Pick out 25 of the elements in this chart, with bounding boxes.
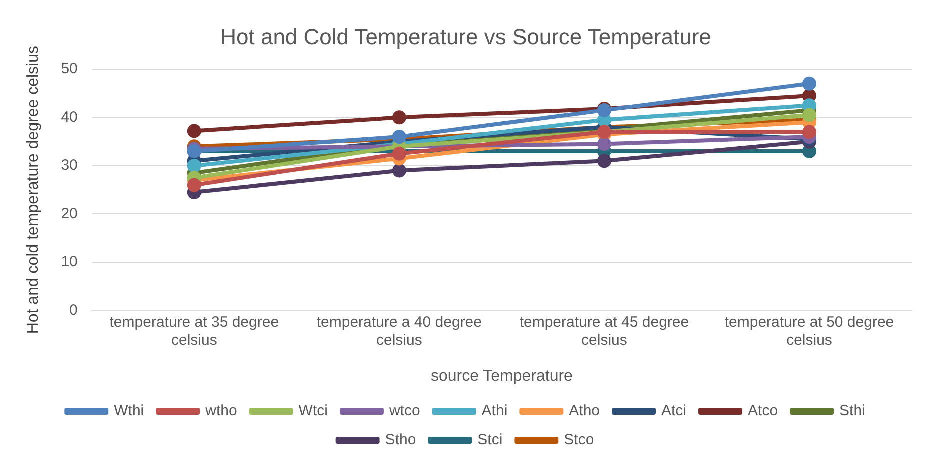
x-tick-label: temperature at 45 degree celsius: [520, 314, 690, 349]
y-tick-label: 0: [70, 302, 78, 319]
legend-label: Atco: [748, 402, 778, 420]
legend-label: Wtci: [298, 402, 328, 420]
legend-label: Stho: [385, 432, 416, 449]
y-tick-label: 30: [61, 157, 78, 174]
legend-label: wtho: [204, 402, 238, 420]
chart-title: Hot and Cold Temperature vs Source Temperature: [220, 24, 712, 50]
x-tick-label: temperature a 40 degree celsius: [316, 314, 482, 349]
legend-label: Atho: [569, 402, 600, 420]
legend-label: Wthi: [114, 402, 144, 420]
legend-label: Sthi: [840, 402, 866, 420]
y-tick-label: 20: [61, 205, 78, 222]
legend-label: Stci: [478, 432, 503, 449]
legend-label: wtco: [388, 402, 420, 420]
legend-label: Athi: [482, 402, 508, 420]
x-tick-label: temperature at 50 degree celsius: [724, 314, 894, 349]
x-axis-title: source Temperature: [430, 368, 574, 385]
x-tick-label: temperature at 35 degree celsius: [110, 314, 280, 349]
legend-label: Stco: [564, 432, 594, 449]
y-tick-label: 10: [61, 254, 78, 271]
y-tick-label: 40: [61, 108, 78, 126]
y-tick-label: 50: [61, 60, 78, 78]
y-axis-title: Hot and cold temperature degree celsius: [25, 46, 42, 334]
legend-label: Atci: [662, 402, 687, 420]
